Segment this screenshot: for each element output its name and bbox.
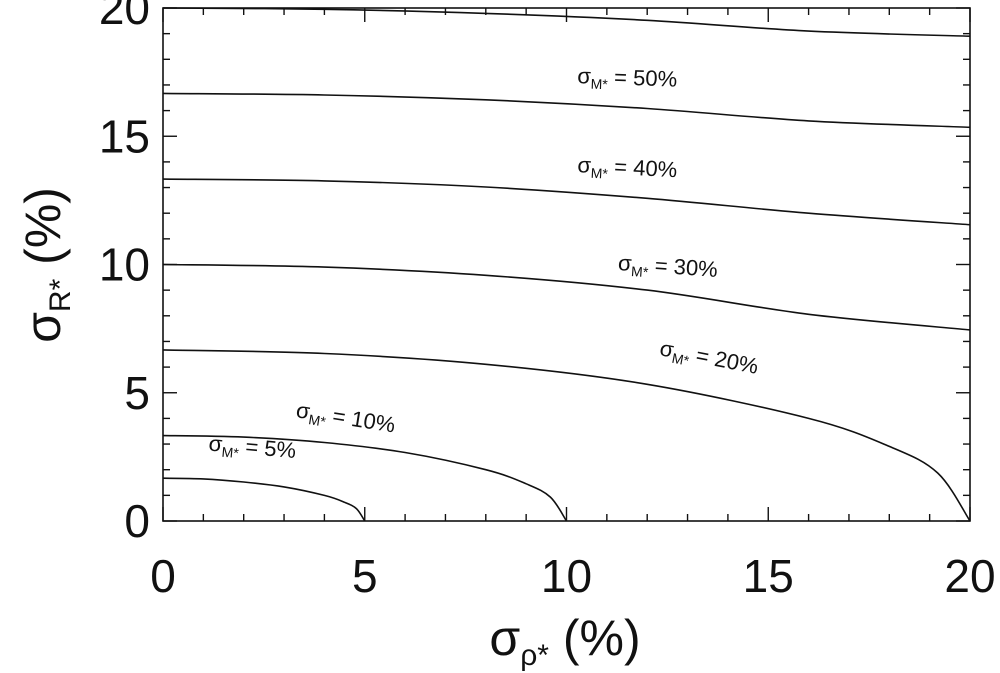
contour-line-20 — [162, 349, 971, 522]
contour-label-40: σM* = 40% — [577, 152, 678, 185]
plot-frame — [162, 7, 971, 522]
contour-label-10: σM* = 10% — [294, 397, 397, 440]
contour-label-20: σM* = 20% — [657, 335, 760, 382]
y-tick-label: 0 — [124, 495, 150, 547]
x-tick-label: 20 — [944, 550, 995, 602]
contour-labels: σM* = 5%σM* = 10% σM* = 20% σM* = 30% σM* =… — [207, 63, 761, 467]
contour-label-30: σM* = 30% — [617, 250, 719, 285]
contour-label-50: σM* = 50% — [577, 63, 678, 94]
x-tick-label: 0 — [150, 550, 176, 602]
x-tick-label: 15 — [743, 550, 794, 602]
contour-line-10 — [162, 434, 568, 522]
contour-line-30 — [162, 263, 971, 331]
y-tick-label: 20 — [99, 0, 150, 34]
x-axis-title: σρ* (%) — [489, 610, 640, 672]
y-tick-label: 10 — [99, 239, 150, 291]
contour-line-5 — [162, 477, 366, 522]
tick-labels: 0 5 10 15 20 0 5 10 15 20 — [99, 0, 996, 602]
contour-line-40 — [162, 178, 971, 226]
contour-label-5: σM* = 5% — [207, 431, 297, 467]
x-tick-label: 10 — [541, 550, 592, 602]
y-tick-label: 5 — [124, 367, 150, 419]
contour-line-50 — [162, 92, 971, 129]
chart-marks — [162, 7, 971, 522]
y-axis-title: σR* (%) — [15, 187, 77, 343]
x-tick-label: 5 — [352, 550, 378, 602]
y-tick-label: 15 — [99, 110, 150, 162]
